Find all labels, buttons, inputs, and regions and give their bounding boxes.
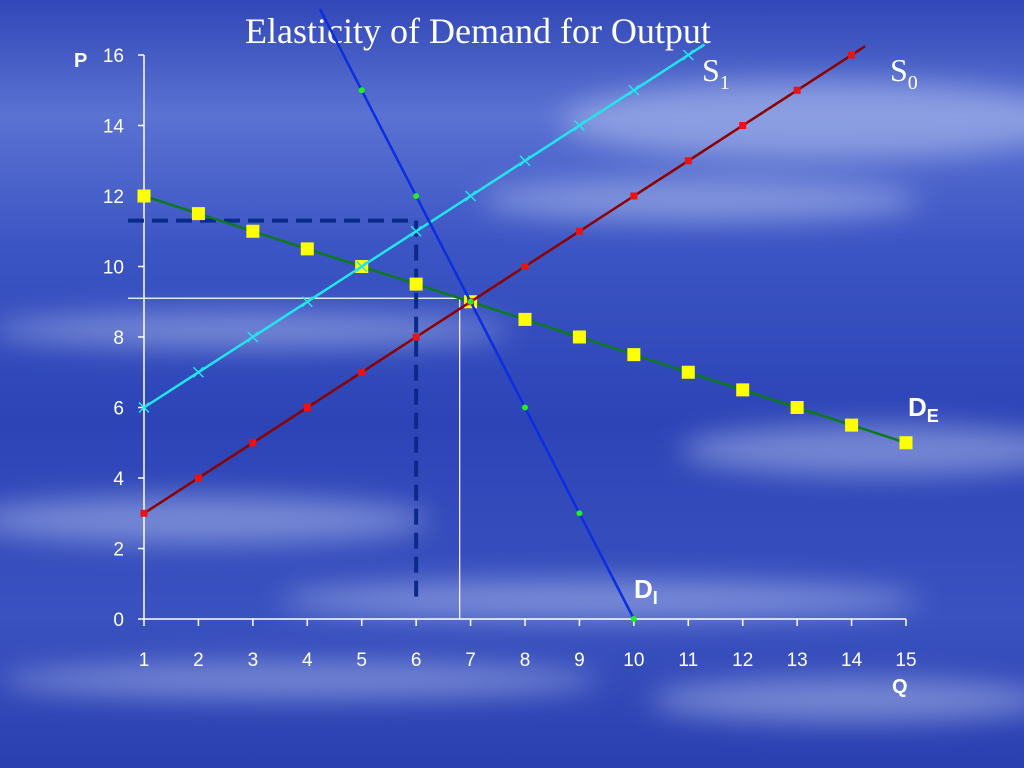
data-point-s0 (630, 192, 638, 200)
data-point-di (358, 87, 365, 94)
x-tick-label: 10 (623, 650, 644, 671)
x-tick-label: 11 (678, 650, 698, 671)
data-point-de (191, 207, 205, 221)
data-point-de (627, 348, 641, 362)
data-point-de (137, 189, 151, 203)
data-point-de (736, 383, 750, 397)
data-point-de (790, 401, 804, 414)
x-tick-label: 5 (356, 650, 367, 671)
x-tick-label: 8 (520, 650, 531, 671)
data-point-s1 (356, 260, 368, 273)
series-label-s1: S1 (702, 52, 730, 94)
data-point-di (630, 616, 637, 622)
series-line-s1 (143, 43, 706, 409)
data-point-de (518, 312, 532, 326)
x-tick-label: 1 (139, 650, 150, 671)
data-point-di (467, 298, 474, 305)
y-tick-label: 16 (103, 46, 124, 67)
data-point-s1 (247, 331, 259, 343)
series-label-de: DE (908, 392, 939, 426)
y-tick-label: 12 (103, 187, 124, 208)
data-point-s1 (628, 84, 640, 96)
data-point-s1 (138, 401, 150, 414)
data-point-s1 (192, 366, 204, 378)
series-line-di (318, 8, 636, 620)
x-tick-label: 2 (193, 650, 204, 671)
y-tick-label: 2 (113, 540, 124, 561)
data-point-s0 (249, 439, 257, 447)
x-tick-label: 6 (411, 650, 422, 671)
y-tick-label: 8 (113, 328, 124, 349)
data-point-de (246, 224, 260, 238)
data-point-s1 (301, 296, 313, 308)
data-point-de (681, 365, 695, 379)
series-label-di: DI (634, 574, 658, 608)
data-point-di (413, 193, 420, 199)
data-point-s1 (682, 49, 694, 61)
data-point-s0 (194, 474, 202, 482)
data-point-s1 (573, 119, 585, 132)
chart-title: Elasticity of Demand for Output (245, 11, 711, 51)
data-point-de (300, 242, 314, 256)
data-point-s0 (140, 509, 148, 517)
x-tick-label: 9 (574, 650, 585, 671)
y-tick-label: 10 (103, 258, 124, 279)
series-label-s0: S0 (890, 52, 918, 94)
data-point-de (845, 418, 859, 432)
data-point-s1 (410, 225, 422, 237)
data-point-de (899, 436, 913, 450)
data-point-s1 (465, 190, 477, 202)
x-tick-label: 7 (465, 650, 476, 671)
data-point-s0 (739, 122, 747, 129)
x-tick-label: 13 (787, 650, 808, 671)
data-point-s0 (358, 368, 366, 376)
data-point-s0 (848, 51, 856, 59)
data-point-s0 (521, 263, 529, 270)
data-point-de (409, 277, 423, 291)
data-point-s1 (519, 155, 531, 167)
y-tick-label: 14 (103, 117, 125, 138)
y-axis-label: P (74, 50, 88, 72)
y-tick-label: 6 (113, 399, 124, 420)
x-tick-label: 3 (248, 650, 259, 671)
data-point-s0 (303, 404, 311, 411)
data-point-di (576, 510, 583, 517)
data-point-s0 (684, 157, 692, 165)
x-axis-label: Q (892, 676, 908, 698)
x-tick-label: 14 (841, 650, 863, 671)
data-point-s0 (575, 227, 583, 235)
data-point-s0 (793, 86, 801, 94)
data-point-s0 (412, 333, 420, 341)
data-point-de (572, 330, 586, 344)
x-tick-label: 15 (895, 650, 916, 671)
x-tick-label: 12 (732, 650, 753, 671)
x-tick-label: 4 (302, 650, 313, 671)
y-tick-label: 4 (113, 469, 124, 490)
data-point-di (522, 404, 528, 411)
y-tick-label: 0 (113, 610, 124, 631)
